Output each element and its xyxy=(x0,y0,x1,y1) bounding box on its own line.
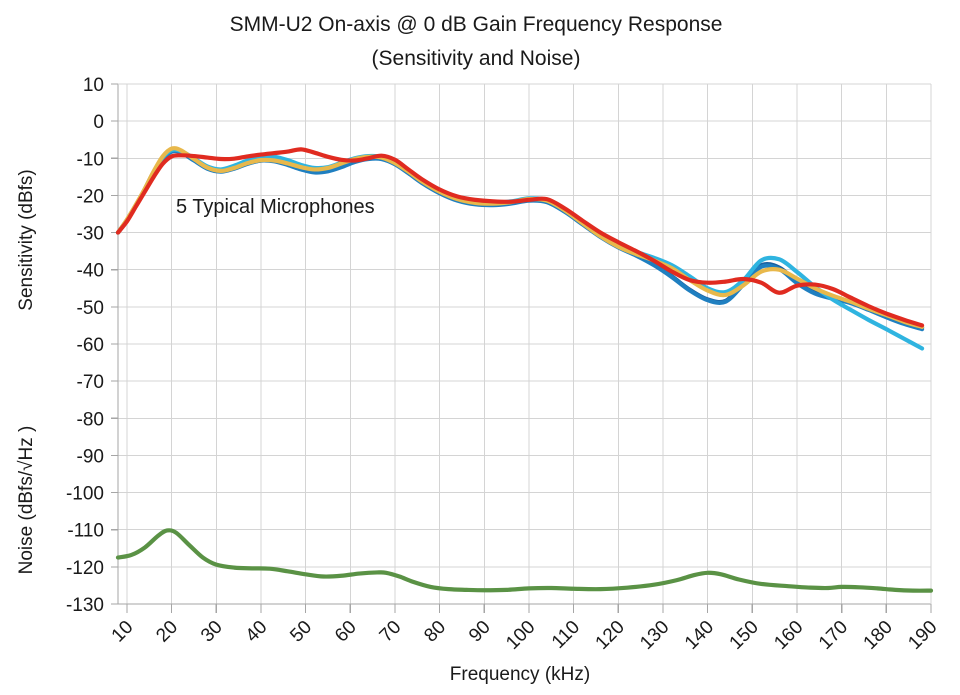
y-tick-label: -110 xyxy=(67,521,104,542)
tick-marks xyxy=(111,83,932,613)
y-tick-label: -40 xyxy=(77,261,104,282)
y-tick-label: 0 xyxy=(93,112,104,133)
plot-annotation: 5 Typical Microphones xyxy=(176,196,375,218)
y-tick-label: -30 xyxy=(77,224,104,245)
y-tick-label: -80 xyxy=(77,409,104,430)
y-tick-label: -50 xyxy=(77,298,104,319)
sensitivity-curve xyxy=(115,147,925,328)
chart-subtitle: (Sensitivity and Noise) xyxy=(372,47,581,70)
x-axis-title: Frequency (kHz) xyxy=(450,664,590,685)
y-tick-label: -10 xyxy=(77,149,104,170)
y-tick-label: -70 xyxy=(77,372,104,393)
y-tick-label: -90 xyxy=(77,446,104,467)
y-tick-label: -130 xyxy=(66,595,104,616)
y-axis-title-noise: Noise (dBfs/√Hz ) xyxy=(16,426,37,575)
y-tick-label: -20 xyxy=(77,186,104,207)
y-tick-labels: 10 0 -10 -20 -30 -40 -50 -60 -70 -80 -90 -100 -110 -1… xyxy=(66,75,104,616)
y-tick-label: -60 xyxy=(77,335,104,356)
y-tick-label: -100 xyxy=(66,484,104,505)
chart-title: SMM-U2 On-axis @ 0 dB Gain Frequency Res… xyxy=(230,13,723,36)
noise-series-group xyxy=(115,528,934,593)
y-tick-label: -120 xyxy=(66,558,104,579)
noise-curve xyxy=(115,528,934,593)
sensitivity-series-group xyxy=(115,146,925,351)
y-axis-title-sensitivity: Sensitivity (dBfs) xyxy=(16,169,37,310)
sensitivity-curve xyxy=(115,146,925,330)
y-tick-label: 10 xyxy=(83,75,104,96)
